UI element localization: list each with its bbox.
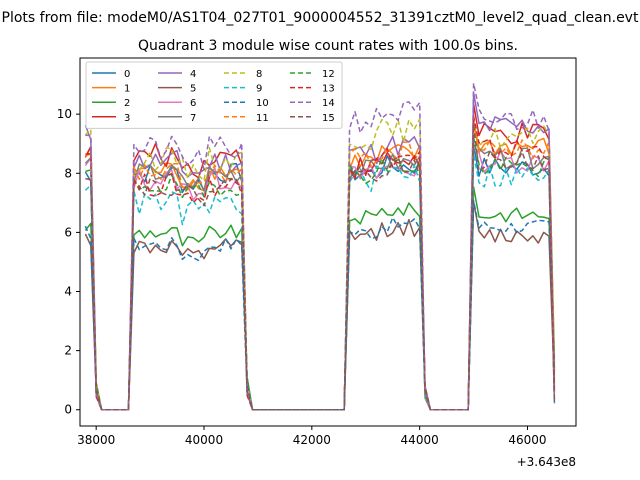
legend-label-1: 1 (124, 84, 130, 95)
y-tick-label: 4 (64, 285, 72, 299)
legend-label-0: 0 (124, 69, 130, 80)
legend-frame (85, 61, 343, 129)
series-layer (84, 82, 556, 411)
y-tick-label: 8 (64, 166, 72, 180)
y-tick-label: 0 (64, 403, 72, 417)
legend-label-12: 12 (322, 69, 335, 80)
series-line-9 (84, 153, 556, 411)
series-line-11 (85, 121, 556, 411)
x-tick-label: 44000 (401, 433, 439, 447)
x-tick-label: 42000 (293, 433, 331, 447)
series-line-10 (84, 199, 556, 411)
x-tick-label: 38000 (77, 433, 115, 447)
series-line-5 (84, 200, 556, 411)
legend-label-6: 6 (190, 98, 196, 109)
series-line-2 (84, 186, 556, 411)
legend-label-5: 5 (190, 84, 196, 95)
legend-label-8: 8 (256, 69, 262, 80)
legend-label-9: 9 (256, 84, 262, 95)
legend-label-10: 10 (256, 98, 269, 109)
y-tick-label: 6 (64, 225, 72, 239)
legend-label-4: 4 (190, 69, 196, 80)
x-tick-label: 46000 (508, 433, 546, 447)
legend-label-3: 3 (124, 113, 130, 124)
series-line-1 (84, 120, 556, 411)
y-axis: 0 2 4 6 8 10 (57, 107, 80, 417)
figure-suptitle: Plots from file: modeM0/AS1T04_027T01_90… (2, 10, 639, 26)
legend-label-7: 7 (190, 113, 196, 124)
chart-title: Quadrant 3 module wise count rates with … (138, 38, 518, 54)
series-line-7 (84, 139, 556, 411)
x-axis: 38000 40000 42000 44000 46000 (77, 426, 547, 447)
legend-label-11: 11 (256, 113, 269, 124)
y-tick-label: 2 (64, 344, 72, 358)
x-offset-label: +3.643e8 (517, 455, 576, 469)
legend-label-2: 2 (124, 98, 130, 109)
series-line-15 (85, 123, 556, 411)
y-tick-label: 10 (57, 107, 72, 121)
plot-area-frame (79, 57, 577, 427)
legend-label-15: 15 (322, 113, 335, 124)
legend-label-13: 13 (322, 84, 335, 95)
legend-label-14: 14 (322, 98, 335, 109)
x-tick-label: 40000 (185, 433, 223, 447)
series-line-4 (84, 91, 556, 411)
